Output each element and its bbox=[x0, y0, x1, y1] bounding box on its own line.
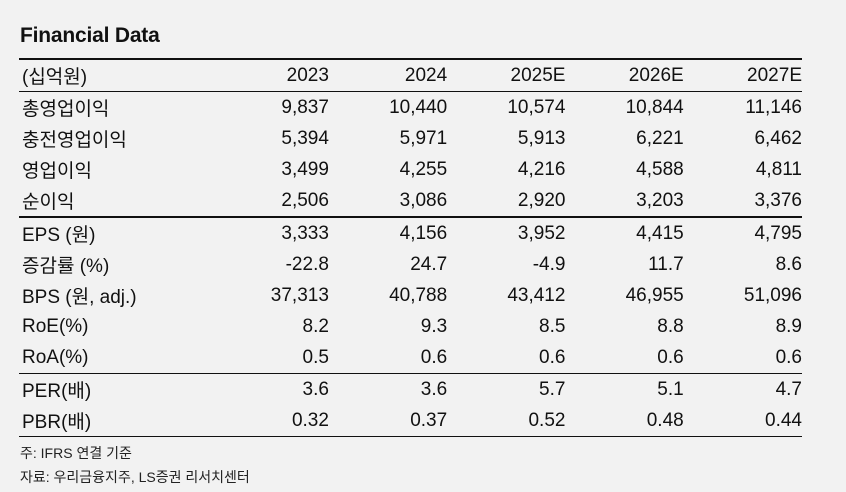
cell-value: 0.6 bbox=[539, 346, 566, 368]
cell-value: 0.52 bbox=[528, 409, 566, 431]
row-label: 영업이익 bbox=[22, 161, 92, 182]
row-label: 충전영업이익 bbox=[22, 130, 127, 151]
cell-value: 8.2 bbox=[302, 315, 329, 337]
row-label: PBR(배) bbox=[22, 412, 92, 433]
cell-value: 8.6 bbox=[775, 253, 802, 275]
column-header: 2025E bbox=[510, 64, 566, 86]
cell-value: 9.3 bbox=[420, 315, 448, 337]
cell-value: 8.5 bbox=[539, 315, 566, 337]
cell-value: 4,156 bbox=[399, 222, 448, 244]
row-label: 총영업이익 bbox=[22, 99, 110, 120]
table-row: 영업이익 3,499 4,255 4,216 4,588 4,811 bbox=[19, 154, 802, 185]
cell-value: 6,221 bbox=[636, 127, 684, 149]
cell-value: 11.7 bbox=[648, 253, 684, 275]
cell-value: 3,203 bbox=[636, 189, 684, 211]
table-row: RoE(%) 8.2 9.3 8.5 8.8 8.9 bbox=[19, 311, 802, 342]
cell-value: 0.44 bbox=[765, 409, 802, 431]
cell-value: 46,955 bbox=[625, 284, 684, 306]
cell-value: 4,795 bbox=[754, 222, 802, 244]
cell-value: 3.6 bbox=[302, 378, 329, 400]
table-row: 증감률 (%) -22.8 24.7 -4.9 11.7 8.6 bbox=[19, 249, 802, 280]
cell-value: 10,574 bbox=[507, 96, 566, 118]
row-label: RoA(%) bbox=[22, 346, 89, 368]
cell-value: 5.1 bbox=[657, 378, 684, 400]
table-row: RoA(%) 0.5 0.6 0.6 0.6 0.6 bbox=[19, 342, 802, 374]
cell-value: 11,146 bbox=[745, 96, 802, 118]
cell-value: 51,096 bbox=[743, 284, 802, 306]
row-label: RoE(%) bbox=[22, 315, 89, 337]
cell-value: 8.8 bbox=[657, 315, 684, 337]
cell-value: 5,913 bbox=[517, 127, 566, 149]
cell-value: 0.5 bbox=[302, 346, 329, 368]
cell-value: 3,333 bbox=[281, 222, 329, 244]
column-header: 2026E bbox=[628, 64, 684, 86]
cell-value: 0.32 bbox=[291, 409, 329, 431]
cell-value: -22.8 bbox=[285, 253, 329, 275]
cell-value: 4,255 bbox=[399, 158, 448, 180]
table-row: BPS (원, adj.) 37,313 40,788 43,412 46,955 51,… bbox=[19, 280, 802, 311]
cell-value: 0.48 bbox=[646, 409, 684, 431]
cell-value: 43,412 bbox=[507, 284, 566, 306]
table-row: PER(배) 3.6 3.6 5.7 5.1 4.7 bbox=[19, 373, 802, 406]
cell-value: 4,216 bbox=[517, 158, 566, 180]
column-header: 2027E bbox=[747, 64, 802, 86]
cell-value: 0.6 bbox=[775, 346, 802, 368]
row-label: EPS (원) bbox=[22, 225, 96, 246]
cell-value: 3.6 bbox=[420, 378, 448, 400]
table-row: PBR(배) 0.32 0.37 0.52 0.48 0.44 bbox=[19, 405, 802, 437]
column-header: 2023 bbox=[286, 64, 329, 86]
cell-value: 4.7 bbox=[775, 378, 802, 400]
financial-data-table: (십억원) 2023 2024 2025E 2026E 2027E 총영업이익 9… bbox=[19, 58, 802, 437]
row-label: 순이익 bbox=[22, 192, 75, 213]
table-title: Financial Data bbox=[20, 24, 160, 47]
cell-value: 4,811 bbox=[755, 158, 802, 180]
row-label: 증감률 (%) bbox=[22, 256, 110, 277]
cell-value: 10,844 bbox=[625, 96, 684, 118]
basis-note: 주: IFRS 연결 기준 bbox=[20, 445, 132, 461]
table-row: 충전영업이익 5,394 5,971 5,913 6,221 6,462 bbox=[19, 123, 802, 154]
source-note: 자료: 우리금융지주, LS증권 리서치센터 bbox=[20, 469, 250, 485]
row-label: PER(배) bbox=[22, 381, 92, 402]
cell-value: 3,086 bbox=[399, 189, 448, 211]
cell-value: 3,952 bbox=[517, 222, 566, 244]
table-row: 총영업이익 9,837 10,440 10,574 10,844 11,146 bbox=[19, 92, 802, 124]
cell-value: 2,506 bbox=[281, 189, 329, 211]
cell-value: 9,837 bbox=[281, 96, 329, 118]
unit-label: (십억원) bbox=[22, 67, 88, 88]
cell-value: 5,971 bbox=[399, 127, 448, 149]
cell-value: 5,394 bbox=[281, 127, 329, 149]
cell-value: 10,440 bbox=[389, 96, 448, 118]
cell-value: 24.7 bbox=[410, 253, 448, 275]
cell-value: 3,499 bbox=[281, 158, 329, 180]
cell-value: 8.9 bbox=[775, 315, 802, 337]
cell-value: -4.9 bbox=[532, 253, 566, 275]
cell-value: 37,313 bbox=[270, 284, 329, 306]
cell-value: 4,415 bbox=[636, 222, 684, 244]
cell-value: 0.6 bbox=[420, 346, 448, 368]
cell-value: 5.7 bbox=[539, 378, 566, 400]
column-header: 2024 bbox=[404, 64, 448, 86]
row-label: BPS (원, adj.) bbox=[22, 287, 137, 308]
table-header-row: (십억원) 2023 2024 2025E 2026E 2027E bbox=[19, 59, 802, 92]
cell-value: 3,376 bbox=[754, 189, 802, 211]
table-row: 순이익 2,506 3,086 2,920 3,203 3,376 bbox=[19, 185, 802, 217]
cell-value: 40,788 bbox=[389, 284, 448, 306]
table-row: EPS (원) 3,333 4,156 3,952 4,415 4,795 bbox=[19, 217, 802, 249]
cell-value: 0.37 bbox=[410, 409, 448, 431]
cell-value: 6,462 bbox=[754, 127, 802, 149]
cell-value: 4,588 bbox=[636, 158, 684, 180]
cell-value: 2,920 bbox=[517, 189, 566, 211]
footnotes: 주: IFRS 연결 기준 자료: 우리금융지주, LS증권 리서치센터 bbox=[20, 441, 250, 489]
cell-value: 0.6 bbox=[657, 346, 684, 368]
